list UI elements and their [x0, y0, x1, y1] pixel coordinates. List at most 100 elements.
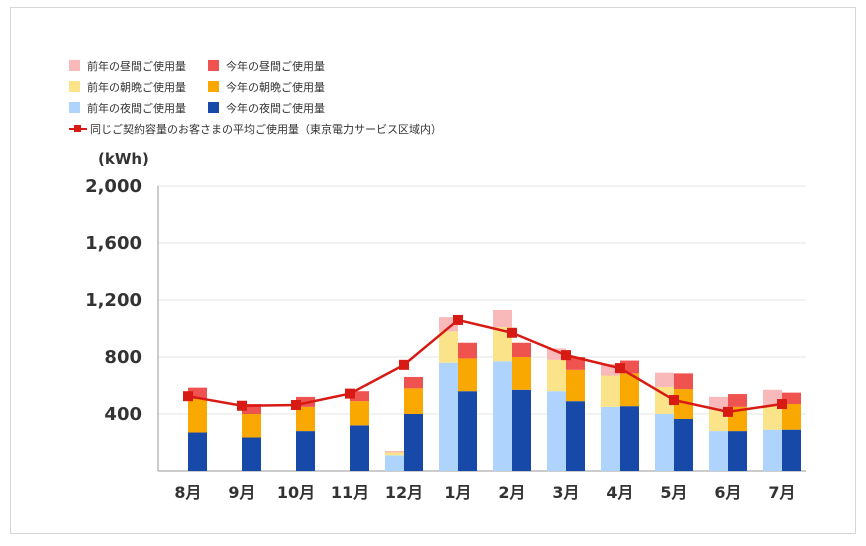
bar-segment — [547, 348, 566, 360]
legend-swatch — [208, 81, 219, 92]
x-tick-label: 2月 — [498, 483, 525, 502]
bar-segment — [188, 399, 207, 433]
y-axis-label: (kWh) — [98, 150, 149, 168]
legend-swatch — [69, 81, 80, 92]
legend-label: 今年の昼間ご使用量 — [226, 59, 325, 73]
bar-segment — [512, 357, 531, 390]
bar-segment — [601, 406, 620, 471]
average-line-point — [561, 350, 571, 361]
bar-segment — [188, 432, 207, 471]
y-tick-label: 1,600 — [85, 233, 142, 254]
bar-segment — [385, 452, 404, 456]
legend-row-morning-evening: 前年の朝晩ご使用量 今年の朝晩ご使用量 — [69, 76, 442, 97]
bar-segment — [512, 342, 531, 357]
bar-segment — [350, 425, 369, 471]
bar-segment — [439, 331, 458, 363]
x-tick-label: 12月 — [385, 483, 423, 502]
legend-label: 前年の朝晩ご使用量 — [87, 80, 186, 94]
average-line-point — [453, 314, 463, 325]
legend-item: 前年の朝晩ご使用量 — [69, 79, 208, 95]
legend-item: 今年の昼間ご使用量 — [208, 58, 347, 74]
average-line-point — [399, 359, 409, 370]
y-tick-label: 400 — [104, 404, 142, 425]
legend-row-daytime: 前年の昼間ご使用量 今年の昼間ご使用量 — [69, 55, 442, 76]
bar-segment — [763, 405, 782, 430]
bar-segment — [709, 396, 728, 410]
average-line-point — [615, 363, 625, 374]
bar-segment — [782, 429, 801, 471]
bar-segment — [566, 401, 585, 471]
x-tick-label: 9月 — [228, 483, 255, 502]
legend-row-average-line: 同じご契約容量のお客さまの平均ご使用量（東京電力サービス区域内） — [69, 118, 442, 139]
x-tick-label: 7月 — [768, 483, 795, 502]
bar-segment — [385, 451, 404, 453]
bar-segment — [547, 391, 566, 471]
bar-segment — [350, 401, 369, 426]
bar-segment — [296, 431, 315, 471]
y-tick-label: 2,000 — [85, 176, 142, 197]
bar-segment — [188, 387, 207, 400]
legend-line-label: 同じご契約容量のお客さまの平均ご使用量（東京電力サービス区域内） — [90, 122, 442, 136]
legend-item: 今年の朝晩ご使用量 — [208, 79, 347, 95]
average-line-point — [237, 400, 247, 411]
bar-segment — [655, 386, 674, 414]
bar-segment — [458, 391, 477, 471]
average-line-point — [183, 391, 193, 402]
x-tick-label: 5月 — [660, 483, 687, 502]
bar-segment — [709, 431, 728, 471]
bar-segment — [655, 414, 674, 471]
x-tick-label: 1月 — [444, 483, 471, 502]
legend-swatch — [69, 60, 80, 71]
line-marker-icon — [69, 123, 87, 134]
legend-item: 前年の夜間ご使用量 — [69, 100, 208, 116]
x-tick-label: 3月 — [552, 483, 579, 502]
bar-segment — [439, 362, 458, 471]
bar-segment — [674, 418, 693, 471]
bar-segment — [458, 358, 477, 392]
legend-swatch — [208, 60, 219, 71]
legend-swatch — [208, 102, 219, 113]
y-tick-label: 800 — [104, 347, 142, 368]
bar-segment — [404, 414, 423, 471]
bar-segment — [566, 369, 585, 402]
bar-segment — [512, 389, 531, 471]
average-line — [187, 318, 783, 414]
bar-segment — [404, 388, 423, 414]
bar-segment — [728, 431, 747, 471]
average-line-point — [345, 388, 355, 399]
bar-segment — [547, 359, 566, 392]
average-line-point — [291, 400, 301, 411]
legend: 前年の昼間ご使用量 今年の昼間ご使用量 前年の朝晩ご使用量 今年の朝晩ご使用量 … — [69, 55, 442, 139]
bar-segment — [782, 404, 801, 430]
legend-item: 前年の昼間ご使用量 — [69, 58, 208, 74]
legend-label: 前年の夜間ご使用量 — [87, 101, 186, 115]
bar-segment — [674, 373, 693, 390]
bar-segment — [782, 392, 801, 405]
average-line-point — [669, 395, 679, 406]
legend-item: 今年の夜間ご使用量 — [208, 100, 347, 116]
y-tick-label: 1,200 — [85, 290, 142, 311]
legend-swatch — [69, 102, 80, 113]
legend-label: 今年の朝晩ご使用量 — [226, 80, 325, 94]
average-line-point — [507, 327, 517, 338]
bar-segment — [601, 364, 620, 376]
bar-segment — [350, 391, 369, 402]
legend-row-night: 前年の夜間ご使用量 今年の夜間ご使用量 — [69, 97, 442, 118]
bar-segment — [763, 429, 782, 471]
bar-segment — [242, 404, 261, 414]
legend-label: 前年の昼間ご使用量 — [87, 59, 186, 73]
bar-segment — [242, 437, 261, 471]
x-tick-label: 10月 — [277, 483, 315, 502]
bar-segment — [404, 376, 423, 389]
bar-segment — [296, 406, 315, 432]
average-line-point — [777, 399, 787, 410]
average-line-point — [723, 406, 733, 417]
bar-segment — [728, 394, 747, 407]
bar-segment — [493, 361, 512, 471]
x-tick-label: 4月 — [606, 483, 633, 502]
bar-segment — [385, 455, 404, 471]
bar-segment — [566, 357, 585, 370]
x-tick-label: 6月 — [714, 483, 741, 502]
bar-segment — [493, 309, 512, 328]
